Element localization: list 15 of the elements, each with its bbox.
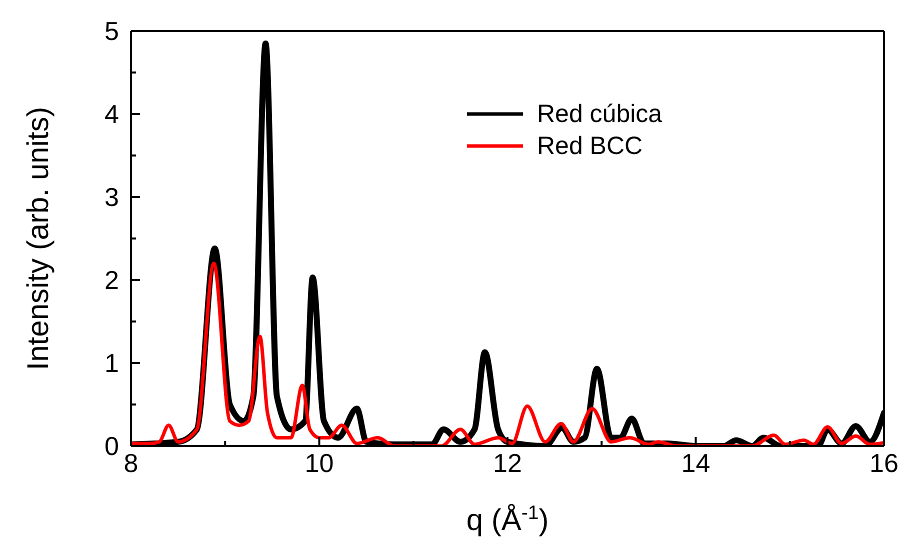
legend-label: Red cúbica bbox=[537, 100, 662, 128]
x-tick-label: 10 bbox=[304, 448, 334, 478]
y-tick-label: 4 bbox=[104, 99, 119, 129]
x-tick-label: 16 bbox=[870, 448, 898, 478]
legend-label: Red BCC bbox=[537, 132, 643, 160]
y-axis-title: Intensity (arb. units) bbox=[22, 106, 55, 370]
x-tick-label: 8 bbox=[124, 448, 138, 478]
y-tick-label: 2 bbox=[104, 265, 119, 295]
y-tick-label: 5 bbox=[104, 16, 119, 46]
y-tick-label: 3 bbox=[104, 182, 119, 212]
x-tick-label: 14 bbox=[681, 448, 710, 478]
x-tick-label: 12 bbox=[493, 448, 522, 478]
y-tick-label: 1 bbox=[104, 348, 119, 378]
y-tick-label: 0 bbox=[104, 431, 119, 461]
x-axis-title: q (Å$^{-1}$) bbox=[466, 502, 549, 537]
